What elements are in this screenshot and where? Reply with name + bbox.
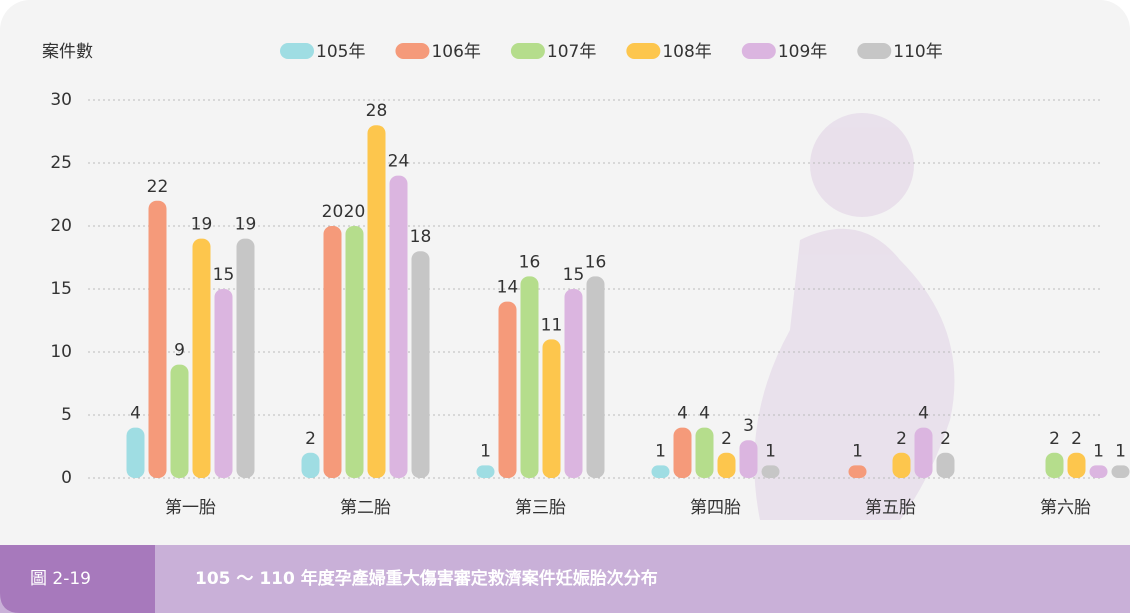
y-tick-label: 20	[50, 216, 72, 236]
value-label: 9	[174, 341, 185, 361]
legend-label: 107年	[547, 42, 596, 62]
value-label: 2	[896, 429, 907, 449]
bar	[696, 428, 714, 478]
bar	[1046, 453, 1064, 478]
bar	[718, 453, 736, 478]
chart: 案件數 圖 2-19 105 ～ 110 年度孕產婦重大傷害審定救濟案件妊娠胎次…	[0, 0, 1130, 613]
y-tick-label: 15	[50, 279, 72, 299]
value-label: 2	[721, 429, 732, 449]
value-label: 4	[677, 404, 688, 424]
value-label: 1	[765, 441, 776, 461]
bar	[477, 465, 495, 478]
value-label: 4	[699, 404, 710, 424]
value-label: 19	[191, 215, 213, 235]
value-label: 3	[743, 416, 754, 436]
bar	[302, 453, 320, 478]
x-tick-label: 第六胎	[1040, 498, 1091, 518]
bar	[521, 276, 539, 478]
value-label: 15	[213, 265, 235, 285]
value-label: 4	[918, 404, 929, 424]
caption: 105 ～ 110 年度孕產婦重大傷害審定救濟案件妊娠胎次分布	[195, 568, 658, 589]
figure-label: 圖 2-19	[30, 569, 91, 589]
value-label: 2	[1049, 429, 1060, 449]
bar	[740, 440, 758, 478]
value-label: 1	[655, 441, 666, 461]
bar	[346, 226, 364, 478]
x-tick-label: 第三胎	[515, 498, 566, 518]
value-label: 24	[388, 152, 410, 172]
bar	[237, 239, 255, 478]
legend-swatch	[395, 43, 429, 59]
y-tick-label: 0	[61, 468, 72, 488]
bar	[1068, 453, 1086, 478]
legend-swatch	[742, 43, 776, 59]
value-label: 1	[1093, 441, 1104, 461]
value-label: 2	[940, 429, 951, 449]
bar	[412, 251, 430, 478]
y-tick-label: 10	[50, 342, 72, 362]
value-label: 16	[519, 252, 541, 272]
value-label: 1	[1115, 441, 1126, 461]
value-label: 16	[585, 252, 607, 272]
bar	[215, 289, 233, 478]
y-tick-label: 5	[61, 405, 72, 425]
value-label: 14	[497, 278, 519, 298]
bar	[915, 428, 933, 478]
value-label: 15	[563, 265, 585, 285]
legend-swatch	[280, 43, 314, 59]
value-label: 1	[480, 441, 491, 461]
y-tick-label: 30	[50, 90, 72, 110]
value-label: 18	[410, 227, 432, 247]
legend-label: 109年	[778, 42, 827, 62]
bar	[937, 453, 955, 478]
bar	[587, 276, 605, 478]
bar	[893, 453, 911, 478]
x-tick-label: 第二胎	[340, 498, 391, 518]
value-label: 28	[366, 101, 388, 121]
bar	[171, 365, 189, 478]
y-axis-label: 案件數	[42, 42, 93, 62]
legend-swatch	[626, 43, 660, 59]
value-label: 11	[541, 315, 563, 335]
value-label: 2	[305, 429, 316, 449]
bar	[1090, 465, 1108, 478]
y-tick-label: 25	[50, 153, 72, 173]
value-label: 20	[322, 202, 344, 222]
value-label: 4	[130, 404, 141, 424]
bar	[543, 339, 561, 478]
bar	[652, 465, 670, 478]
value-label: 22	[147, 177, 169, 197]
legend-label: 106年	[431, 42, 480, 62]
bar	[762, 465, 780, 478]
value-label: 2	[1071, 429, 1082, 449]
legend-swatch	[511, 43, 545, 59]
bar	[149, 201, 167, 478]
value-label: 1	[852, 441, 863, 461]
legend-swatch	[857, 43, 891, 59]
x-tick-label: 第一胎	[165, 498, 216, 518]
bar	[565, 289, 583, 478]
bar	[324, 226, 342, 478]
bar	[1112, 465, 1130, 478]
value-label: 20	[344, 202, 366, 222]
bar	[674, 428, 692, 478]
x-tick-label: 第四胎	[690, 498, 741, 518]
legend-label: 110年	[893, 42, 942, 62]
value-label: 19	[235, 215, 257, 235]
bar	[499, 302, 517, 478]
legend-label: 105年	[316, 42, 365, 62]
bar	[127, 428, 145, 478]
bar	[193, 239, 211, 478]
bar	[368, 125, 386, 478]
bar	[849, 465, 867, 478]
x-tick-label: 第五胎	[865, 498, 916, 518]
legend-label: 108年	[662, 42, 711, 62]
bar	[390, 176, 408, 478]
